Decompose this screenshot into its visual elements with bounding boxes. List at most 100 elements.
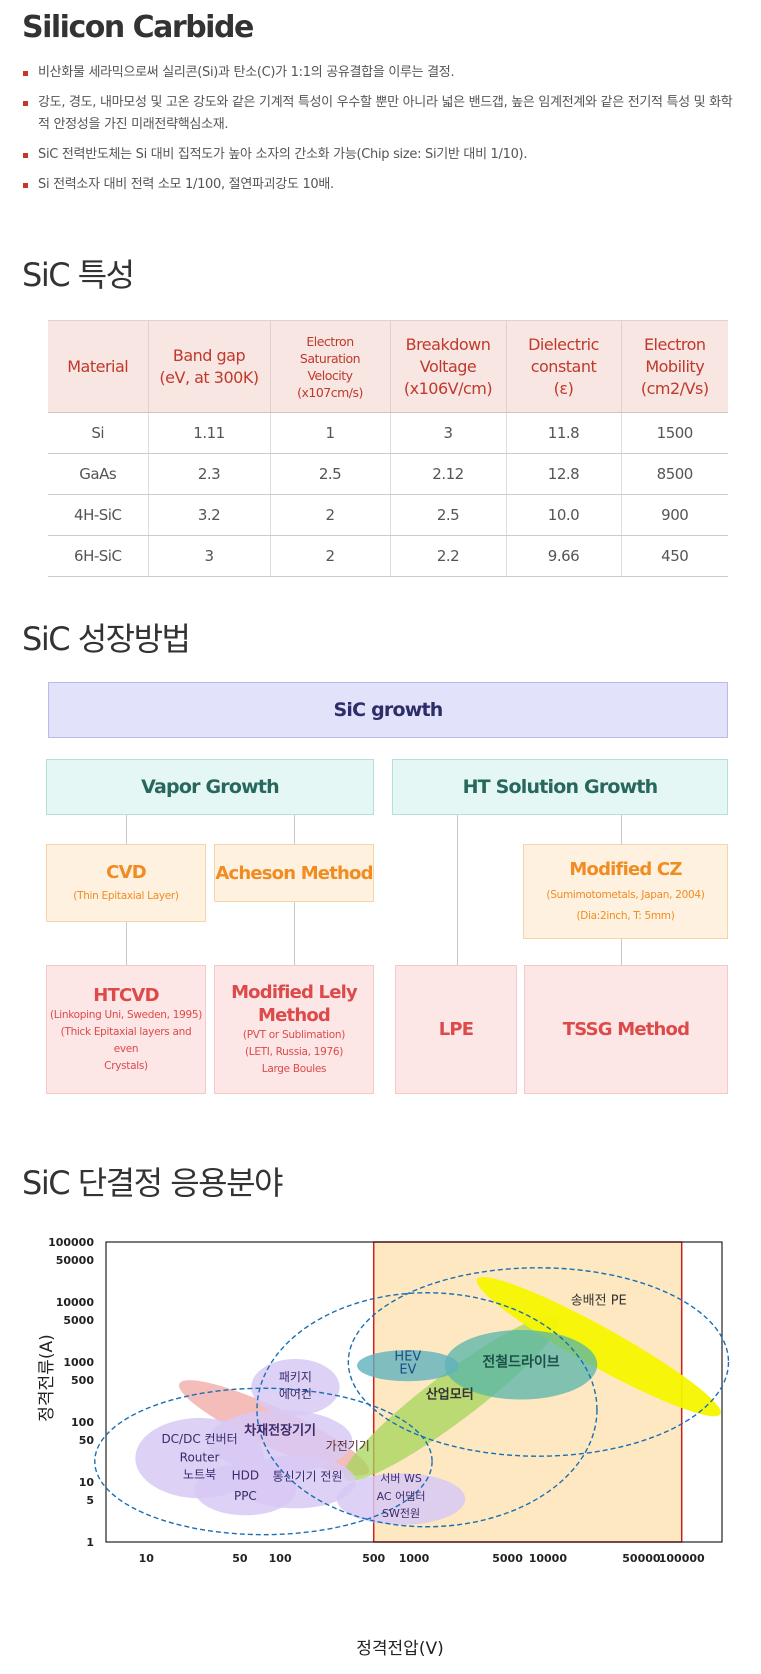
solution-growth-label: HT Solution Growth <box>462 776 659 798</box>
modified-lely-title: Modified Lely <box>231 982 358 1003</box>
table-cell: 1.11 <box>147 412 270 454</box>
table-row: GaAs 2.3 2.5 2.12 12.8 8500 <box>48 453 728 495</box>
table-cell: 2.2 <box>389 535 506 577</box>
table-cell: 9.66 <box>505 535 621 577</box>
modified-cz-box: Modified CZ (Sumimotometals, Japan, 2004… <box>523 844 728 939</box>
label-power-transmission: 송배전 PE <box>571 1294 627 1309</box>
intro-bullet: 강도, 경도, 내마모성 및 고온 강도와 같은 기계적 특성이 우수할 뿐만 … <box>22 92 742 136</box>
x-tick-label: 500 <box>362 1552 385 1565</box>
table-cell: 900 <box>620 494 728 536</box>
lpe-box: LPE <box>395 965 517 1094</box>
label-automotive-electronics: 차재전장기기 <box>244 1422 316 1438</box>
htcvd-sub: (Thick Epitaxial layers and even <box>60 1026 192 1055</box>
connector-line <box>126 815 127 844</box>
applications-heading: SiC 단결정 응용분야 <box>22 1164 283 1202</box>
table-cell: Si <box>48 412 148 454</box>
table-cell: 3 <box>389 412 506 454</box>
table-row: 6H-SiC 3 2 2.2 9.66 450 <box>48 535 728 577</box>
modified-lely-title: Method <box>258 1005 331 1026</box>
table-cell: 6H-SiC <box>48 535 148 577</box>
x-tick-label: 100000 <box>659 1552 705 1565</box>
y-tick-label: 10000 <box>56 1296 95 1309</box>
label-sw-power: SW전원 <box>382 1507 420 1520</box>
modified-cz-sub: (Dia:2inch, T: 5mm) <box>576 910 675 922</box>
x-tick-label: 100 <box>269 1552 292 1565</box>
table-cell: 2 <box>269 535 390 577</box>
table-cell: 10.0 <box>505 494 621 536</box>
region-power-transmission <box>476 1277 721 1417</box>
label-router: Router <box>180 1450 220 1464</box>
label-hev: HEV <box>394 1350 421 1365</box>
intro-bullet: Si 전력소자 대비 전력 소모 1/100, 절연파괴강도 10배. <box>22 174 742 196</box>
label-aircon: 에어컨 <box>279 1387 312 1401</box>
table-cell: GaAs <box>48 453 148 495</box>
modified-cz-title: Modified CZ <box>569 859 682 880</box>
lpe-title: LPE <box>438 1019 474 1040</box>
modified-lely-box: Modified Lely Method (PVT or Sublimation… <box>214 965 374 1094</box>
header-cell: Material <box>48 320 148 413</box>
dashed-group-high-voltage <box>347 1267 730 1457</box>
label-telecom-power: 통신기기 전원 <box>272 1470 342 1484</box>
modified-lely-sub: (PVT or Sublimation) <box>242 1029 346 1041</box>
vapor-growth-label: Vapor Growth <box>141 776 280 798</box>
region-package-aircon <box>251 1359 340 1416</box>
label-dcdc: DC/DC 컨버터 <box>161 1432 237 1446</box>
header-cell: Dielectric constant (ε) <box>505 320 621 413</box>
htcvd-sub: (Linkoping Uni, Sweden, 1995) <box>49 1009 203 1021</box>
label-server: 서버 WS <box>380 1472 422 1485</box>
table-cell: 12.8 <box>505 453 621 495</box>
header-cell: Breakdown Voltage (x106V/cm) <box>389 320 506 413</box>
table-cell: 2.5 <box>389 494 506 536</box>
table-cell: 2.5 <box>269 453 390 495</box>
plot-frame <box>105 1241 723 1543</box>
intro-bullet: 비산화물 세라믹으로써 실리콘(Si)과 탄소(C)가 1:1의 공유결합을 이… <box>22 62 742 84</box>
modified-cz-sub: (Sumimotometals, Japan, 2004) <box>546 889 705 901</box>
y-tick-label: 50000 <box>56 1254 95 1267</box>
x-tick-label: 1000 <box>399 1552 430 1565</box>
acheson-title: Acheson Method <box>215 862 373 884</box>
intro-bullet-list: 비산화물 세라믹으로써 실리콘(Si)과 탄소(C)가 1:1의 공유결합을 이… <box>22 62 742 204</box>
label-ev: EV <box>399 1363 416 1378</box>
table-cell: 11.8 <box>505 412 621 454</box>
table-cell: 8500 <box>620 453 728 495</box>
x-tick-label: 50 <box>232 1552 248 1565</box>
htcvd-sub: Crystals) <box>104 1060 148 1072</box>
label-ac-adapter: AC 어댑터 <box>377 1490 426 1503</box>
connector-line <box>621 939 622 965</box>
table-cell: 4H-SiC <box>48 494 148 536</box>
y-axis-ticks: 1 5 10 50 100 500 1000 5000 10000 50000 100000 <box>48 1236 94 1549</box>
y-tick-label: 50 <box>79 1434 95 1447</box>
sic-growth-label: SiC growth <box>333 699 444 721</box>
label-hdd: HDD <box>232 1469 260 1483</box>
region-rail-drive <box>444 1329 598 1400</box>
tssg-box: TSSG Method <box>524 965 728 1094</box>
y-tick-label: 500 <box>71 1374 94 1387</box>
x-axis-title: 정격전압(V) <box>356 1639 443 1659</box>
acheson-box: Acheson Method <box>214 844 374 902</box>
x-tick-label: 10 <box>139 1552 155 1565</box>
page-title: Silicon Carbide <box>22 10 254 45</box>
y-axis-title: 정격전류(A) <box>37 1334 57 1421</box>
connector-line <box>457 815 458 965</box>
table-cell: 2.3 <box>147 453 270 495</box>
table-row: 4H-SiC 3.2 2 2.5 10.0 900 <box>48 494 728 536</box>
connector-line <box>126 922 127 965</box>
table-cell: 2 <box>269 494 390 536</box>
tssg-title: TSSG Method <box>562 1019 690 1040</box>
cvd-sub: (Thin Epitaxial Layer) <box>73 890 179 902</box>
y-tick-label: 5000 <box>63 1314 94 1327</box>
dashed-group-mid-voltage <box>256 1292 598 1528</box>
label-rail-drive: 전철드라이브 <box>482 1354 559 1371</box>
connector-line <box>621 815 622 844</box>
properties-heading: SiC 특성 <box>22 256 135 294</box>
y-tick-label: 100000 <box>48 1236 94 1249</box>
label-ppc: PPC <box>234 1489 257 1503</box>
y-tick-label: 5 <box>86 1494 94 1507</box>
label-industrial-motor: 산업모터 <box>426 1387 474 1403</box>
table-cell: 2.12 <box>389 453 506 495</box>
y-tick-label: 100 <box>71 1416 94 1429</box>
htcvd-box: HTCVD (Linkoping Uni, Sweden, 1995) (Thi… <box>46 965 206 1094</box>
table-header-row: Material Band gap (eV, at 300K) Electron S… <box>48 320 728 413</box>
